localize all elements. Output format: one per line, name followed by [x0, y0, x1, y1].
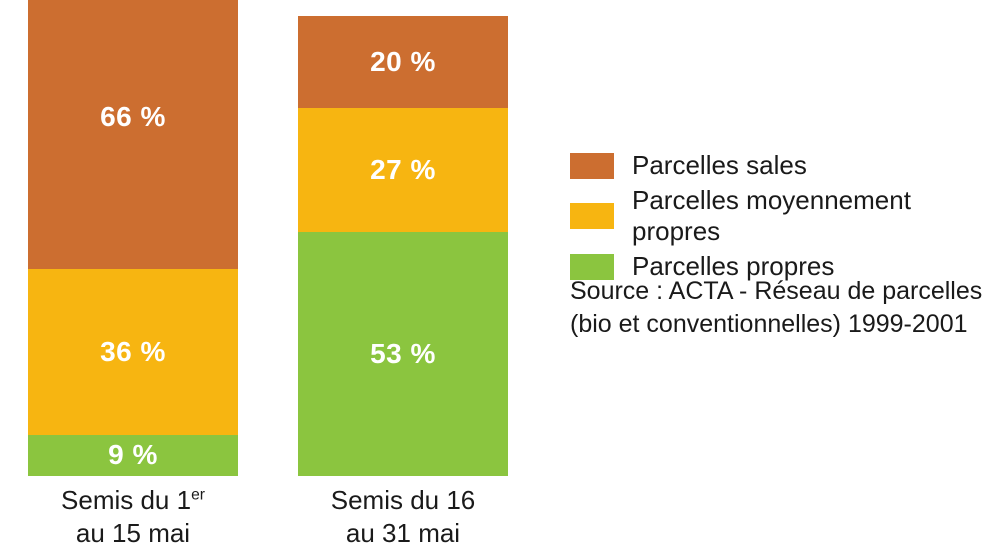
- bar-stack: 20 % 27 % 53 %: [298, 16, 508, 476]
- segment-parcelles-moyennement-propres: 27 %: [298, 108, 508, 232]
- bar-stack: 66 % 36 % 9 %: [28, 0, 238, 476]
- source-line: (bio et conventionnelles) 1999-2001: [570, 308, 1000, 341]
- legend-item-sales: Parcelles sales: [570, 150, 990, 181]
- legend: Parcelles sales Parcelles moyennement pr…: [570, 150, 990, 286]
- segment-parcelles-moyennement-propres: 36 %: [28, 269, 238, 435]
- bar-semis-16-31-mai: 20 % 27 % 53 % Semis du 16au 31 mai: [298, 16, 508, 549]
- legend-swatch: [570, 153, 614, 179]
- segment-value: 36 %: [100, 336, 166, 368]
- segment-value: 27 %: [370, 154, 436, 186]
- segment-parcelles-sales: 20 %: [298, 16, 508, 108]
- bar-xlabel: Semis du 16au 31 mai: [298, 484, 508, 549]
- legend-item-moyen: Parcelles moyennement propres: [570, 185, 990, 247]
- segment-value: 53 %: [370, 338, 436, 370]
- legend-label: Parcelles sales: [632, 150, 807, 181]
- source-line: Source : ACTA - Réseau de parcelles: [570, 275, 1000, 308]
- segment-value: 9 %: [108, 439, 158, 471]
- legend-label: Parcelles moyennement propres: [632, 185, 990, 247]
- stacked-bar-chart: 66 % 36 % 9 % Semis du 1erau 15 mai 20 %…: [0, 0, 1000, 544]
- bars-area: 66 % 36 % 9 % Semis du 1erau 15 mai 20 %…: [28, 0, 528, 544]
- segment-value: 20 %: [370, 46, 436, 78]
- segment-parcelles-propres: 53 %: [298, 232, 508, 476]
- segment-value: 66 %: [100, 101, 166, 133]
- legend-swatch: [570, 203, 614, 229]
- bar-xlabel: Semis du 1erau 15 mai: [28, 484, 238, 549]
- bar-semis-1-15-mai: 66 % 36 % 9 % Semis du 1erau 15 mai: [28, 0, 238, 549]
- segment-parcelles-sales: 66 %: [28, 0, 238, 269]
- segment-parcelles-propres: 9 %: [28, 435, 238, 476]
- source-citation: Source : ACTA - Réseau de parcelles (bio…: [570, 275, 1000, 340]
